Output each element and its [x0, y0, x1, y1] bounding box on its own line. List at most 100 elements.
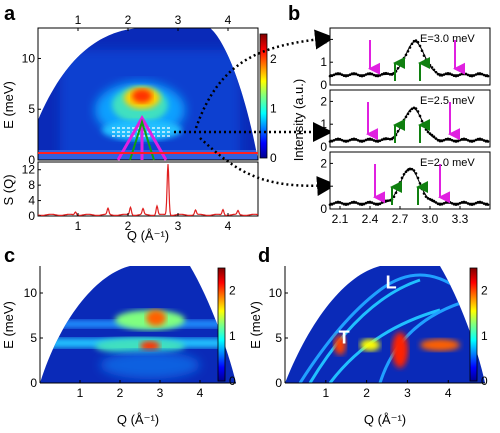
a-bot-ytick-label-1: 4: [28, 194, 35, 208]
d-xtick-label-3: 4: [445, 386, 452, 400]
b0-point: [384, 71, 388, 75]
b-ticks: 0 1 2 0 1 2 0 1 2 2.1 2.4 2.7 3.0 3.3: [320, 32, 468, 226]
b-xtick-label-1: 2.4: [362, 212, 379, 226]
b1-point: [438, 139, 442, 143]
b1-point: [344, 140, 348, 143]
b1-point: [384, 137, 388, 140]
b2-point: [462, 200, 466, 204]
a-bot-xtick-label-3: 4: [225, 219, 232, 233]
a-bot-ytick-label-2: 8: [28, 178, 35, 192]
b-xtick-label-4: 3.3: [452, 212, 469, 226]
a-top-yticks: 0 5 10: [22, 51, 41, 167]
b-ylabel: Intensity (a.u.): [291, 79, 306, 161]
b2-point: [438, 203, 442, 206]
b1-ytick-label-1: 1: [320, 117, 327, 131]
cbar-a-tick-label-1: 1: [270, 101, 277, 115]
b-frame-3: [329, 151, 491, 210]
b1-point: [336, 137, 340, 141]
c-ytick-label-0: 0: [30, 376, 37, 390]
b2-fit-line: [330, 167, 488, 204]
green-dispersion: [129, 118, 155, 161]
b0-point: [438, 73, 442, 77]
d-xtick-label-1: 2: [363, 386, 370, 400]
b0-point: [336, 72, 340, 75]
b-frame-2: [329, 89, 491, 148]
a-top-xticks: 1 2 3 4: [75, 13, 232, 31]
a-top-ytick-label-1: 5: [28, 102, 35, 116]
b2-ytick-label-1: 1: [320, 179, 327, 193]
b2-ytick-label-0: 0: [320, 202, 327, 216]
cbar-c-tick-label-1: 1: [229, 329, 236, 343]
a-top-xtick-label-0: 1: [75, 13, 82, 27]
d-ytick-label-2: 10: [269, 286, 283, 300]
b2-point: [360, 203, 364, 206]
cbar-d-tick-label-2: 2: [481, 284, 488, 298]
b1-point: [328, 140, 332, 143]
b-series: [328, 39, 490, 206]
d-xlabel: Q (Å⁻¹): [364, 412, 406, 427]
d-xtick-label-2: 3: [404, 386, 411, 400]
b1-point: [476, 137, 480, 141]
b1-point: [376, 140, 380, 143]
b1-point: [470, 140, 474, 143]
b-xtick-label-3: 3.0: [422, 212, 439, 226]
b0-point: [376, 74, 380, 78]
a-bot-xlabel: Q (Å⁻¹): [127, 228, 169, 243]
d-annotation-T: T: [339, 327, 350, 347]
a-top-xtick-label-3: 4: [225, 13, 232, 27]
c-ylabel: E (meV): [1, 301, 16, 349]
cbar-a-tick-label-0: 0: [270, 151, 277, 165]
b-xtick-label-0: 2.1: [332, 212, 349, 226]
b0-point: [352, 72, 356, 75]
a-bot-ylabel: S (Q): [1, 174, 16, 205]
d-yticks: 0 5 10: [269, 286, 288, 390]
b0-ytick-label-0: 0: [320, 78, 327, 92]
colorbar-a: 0 1 2: [259, 33, 277, 165]
panel-label-d: d: [258, 245, 270, 267]
b1-point: [360, 140, 364, 143]
d-ytick-label-1: 5: [275, 331, 282, 345]
d-xticks: 1 2 3 4: [322, 380, 452, 400]
cbar-d-tick-label-0: 0: [481, 374, 488, 388]
c-xlabel: Q (Å⁻¹): [117, 412, 159, 427]
b2-point: [478, 200, 482, 204]
cbar-c-tick-label-2: 2: [229, 284, 236, 298]
b0-point: [328, 74, 332, 78]
b0-point: [470, 74, 474, 78]
panel-b: 0 1 2 0 1 2 0 1 2 2.1 2.4 2.7 3.0 3.3 E=3.0 meV E=2.5…: [291, 27, 491, 226]
c-xticks: 1 2 3 4: [77, 380, 204, 400]
c-xtick-label-1: 2: [117, 386, 124, 400]
c-xtick-label-2: 3: [157, 386, 164, 400]
a-top-ytick-label-2: 10: [22, 51, 36, 65]
b2-point: [352, 200, 356, 204]
b1-point: [486, 140, 490, 143]
b-legend-3: E=2.0 meV: [420, 157, 475, 169]
a-bot-xticks: 1 2 3 4: [75, 213, 232, 233]
b2-point: [336, 200, 340, 204]
colorbar-c: 0 1 2: [217, 267, 236, 388]
a-bot-xtick-label-2: 3: [175, 219, 182, 233]
b1-point: [478, 137, 482, 141]
d-annotations: LT: [339, 273, 397, 348]
cbar-d-tick-label-1: 1: [481, 329, 488, 343]
a-bot-ytick-label-3: 12: [22, 163, 36, 177]
d-annotation-L: L: [386, 273, 397, 293]
a-bot-xtick-label-1: 2: [125, 219, 132, 233]
b2-point: [454, 203, 458, 206]
b-frame-1: [329, 27, 491, 86]
b-xtick-label-2: 2.7: [392, 212, 409, 226]
b-legend-1: E=3.0 meV: [420, 33, 475, 45]
connector-arrows: [174, 29, 337, 197]
cbar-a-tick-label-2: 2: [270, 52, 277, 66]
b1-point: [454, 140, 458, 143]
b0-point: [486, 74, 490, 78]
b0-point: [454, 74, 458, 78]
b2-point: [368, 200, 372, 204]
a-top-ylabel: E (meV): [1, 81, 16, 129]
b1-ytick-label-0: 0: [320, 140, 327, 154]
b0-point: [344, 74, 348, 78]
b-legend-2: E=2.5 meV: [420, 95, 475, 107]
b2-point: [486, 203, 490, 206]
